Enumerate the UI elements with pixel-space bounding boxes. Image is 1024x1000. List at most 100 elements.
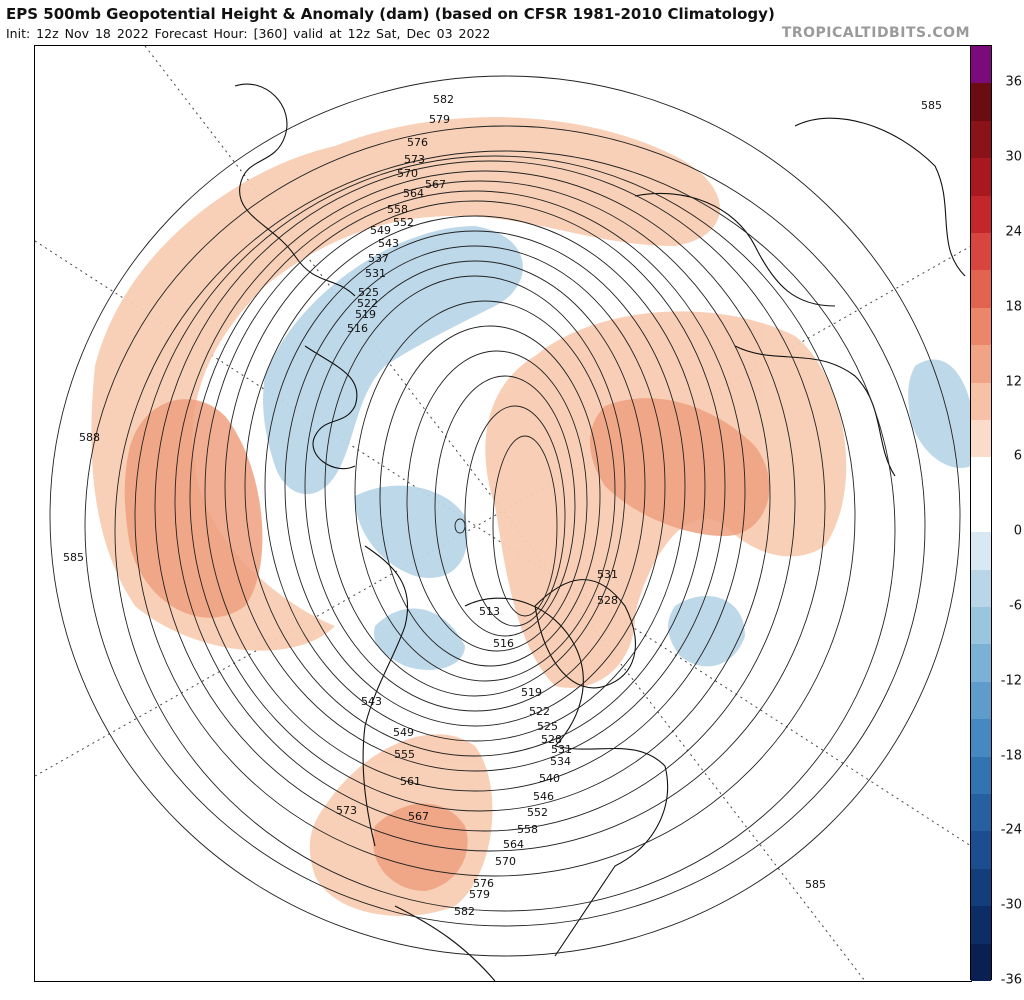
contour-label: 546 [533, 790, 554, 803]
contour-label: 567 [408, 810, 429, 823]
contour-label: 552 [527, 806, 548, 819]
anomaly-pacific-ridge [91, 117, 721, 651]
contour-label: 561 [400, 775, 421, 788]
contour-label: 588 [79, 431, 100, 444]
anomaly-atlantic [668, 596, 745, 667]
negative-anomaly-regions [263, 226, 971, 670]
colorbar-segment [971, 831, 991, 870]
colorbar-segment [971, 906, 991, 945]
contour-label: 531 [365, 267, 386, 280]
coast-canadian-archipelago [464, 597, 584, 747]
colorbar-segment [971, 681, 991, 720]
anomaly-east-asia [908, 359, 971, 468]
forecast-info: Init: 12z Nov 18 2022 Forecast Hour: [36… [6, 26, 491, 41]
contour-8 [204, 190, 746, 792]
contour-label: 582 [433, 93, 454, 106]
colorbar-label: -6 [1009, 598, 1022, 614]
contour-12 [284, 245, 666, 727]
colorbar-segment [971, 158, 991, 197]
colorbar-segment [971, 569, 991, 608]
anomaly-hudson [374, 608, 465, 670]
contour-label: 528 [541, 733, 562, 746]
colorbar-label: -36 [1000, 972, 1022, 988]
contour-15 [354, 300, 616, 682]
contour-label: 585 [805, 878, 826, 891]
colorbar-segment [971, 457, 991, 496]
colorbar-segment [971, 943, 991, 982]
contour-label: 540 [539, 772, 560, 785]
contour-label: 555 [394, 748, 415, 761]
contour-19 [464, 405, 566, 627]
contour-label: 522 [529, 705, 550, 718]
colorbar-label: 30 [1005, 149, 1022, 165]
coastlines [234, 83, 966, 981]
anomaly-colorbar [970, 45, 992, 982]
colorbar-segment [971, 532, 991, 571]
contour-label: 570 [397, 167, 418, 180]
contour-label: 558 [387, 203, 408, 216]
colorbar-segment [971, 120, 991, 159]
contour-label: 516 [347, 322, 368, 335]
anomaly-western-us-core [373, 803, 468, 891]
coast-scandinavia [634, 192, 836, 307]
contour-small-low [454, 518, 466, 534]
contour-label: 564 [403, 187, 424, 200]
contour-label: 582 [454, 905, 475, 918]
colorbar-label: -30 [1000, 897, 1022, 913]
coast-asia [794, 117, 966, 277]
contour-20 [492, 435, 558, 617]
contour-label: 564 [503, 838, 524, 851]
contour-label: 525 [358, 286, 379, 299]
colorbar-label: 24 [1005, 224, 1022, 240]
contour-outer-1 [49, 75, 961, 957]
contour-label: 585 [63, 551, 84, 564]
coast-europe [734, 345, 896, 477]
contour-label: 522 [357, 297, 378, 310]
contour-label: 519 [521, 686, 542, 699]
anomaly-siberia [355, 485, 468, 578]
contour-label: 513 [479, 605, 500, 618]
coast-east-america [554, 745, 669, 957]
contour-label: 567 [425, 178, 446, 191]
map-panel: 582 579 576 573 570 567 564 558 552 549 … [34, 45, 972, 982]
contour-label: 579 [469, 888, 490, 901]
contour-7 [189, 180, 771, 812]
colorbar-segment [971, 756, 991, 795]
contour-label: 534 [550, 755, 571, 768]
contour-outer-3 [114, 150, 896, 912]
contour-label: 543 [361, 695, 382, 708]
contour-label: 537 [368, 252, 389, 265]
contour-label: 573 [404, 153, 425, 166]
contour-18 [434, 375, 576, 637]
contour-16 [379, 325, 601, 667]
brand-watermark: TROPICALTIDBITS.COM [781, 25, 970, 41]
colorbar-segment [971, 233, 991, 271]
colorbar-segment [971, 83, 991, 122]
coast-alaska [304, 345, 358, 470]
colorbar-segment [971, 46, 991, 84]
colorbar-segment [971, 494, 991, 533]
contour-labels: 582 579 576 573 570 567 564 558 552 549 … [63, 93, 942, 918]
contour-label: 525 [537, 720, 558, 733]
colorbar-label: -12 [1000, 673, 1022, 689]
contour-label: 531 [551, 743, 572, 756]
colorbar-label: 0 [1013, 523, 1022, 539]
colorbar-segment [971, 794, 991, 832]
contour-label: 576 [407, 136, 428, 149]
contour-14 [324, 275, 626, 697]
contour-outer-2 [84, 125, 926, 927]
contour-label: 549 [393, 726, 414, 739]
colorbar-segment [971, 644, 991, 683]
contour-17 [406, 350, 588, 652]
contour-13 [304, 260, 646, 712]
contour-label: 552 [393, 216, 414, 229]
contour-label: 579 [429, 113, 450, 126]
anomaly-alaska-trough [263, 226, 523, 495]
contour-6 [174, 170, 796, 832]
contour-5 [154, 160, 826, 852]
colorbar-label: 6 [1013, 448, 1022, 464]
contour-label: 558 [517, 823, 538, 836]
colorbar-segment [971, 868, 991, 907]
contour-label: 573 [336, 804, 357, 817]
colorbar-segment [971, 420, 991, 458]
